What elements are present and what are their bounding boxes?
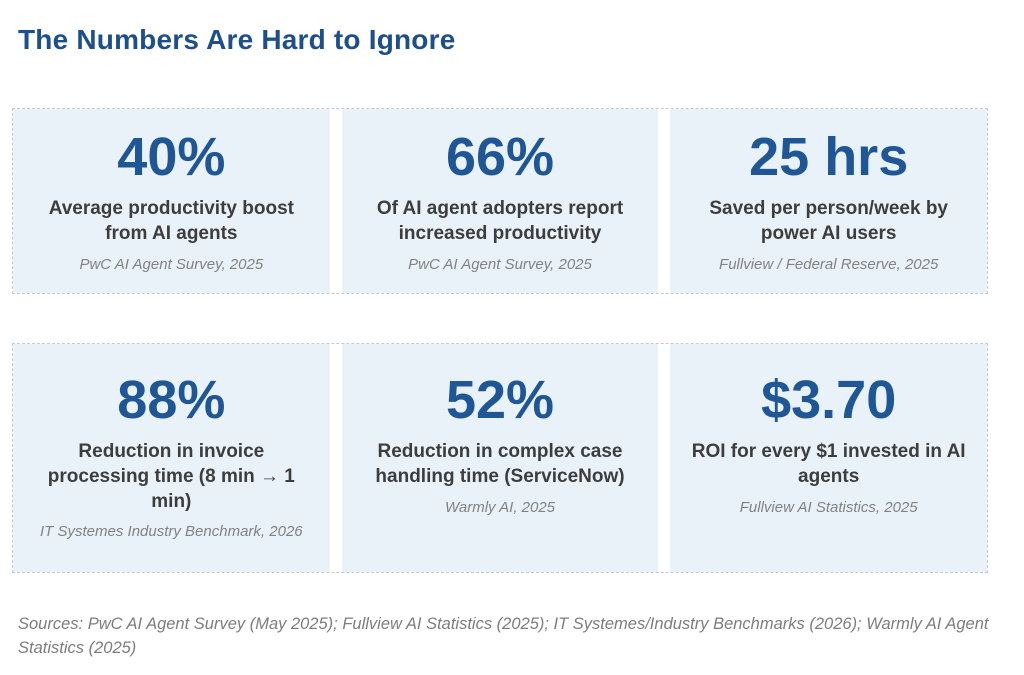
stat-label: Reduction in invoice processing time (8 … [47, 441, 295, 512]
stat-source: PwC AI Agent Survey, 2025 [79, 255, 264, 273]
stat-source: Fullview AI Statistics, 2025 [739, 498, 918, 516]
stat-card-invoice-processing: 88% Reduction in invoice processing time… [13, 344, 330, 572]
page-title: The Numbers Are Hard to Ignore [18, 24, 456, 55]
stat-value: 66% [445, 127, 555, 187]
stat-card-hours-saved: 25 hrs Saved per person/week by power AI… [670, 109, 988, 293]
stat-source: PwC AI Agent Survey, 2025 [408, 255, 592, 273]
stat-label: Of AI agent adopters report increased pr… [376, 198, 624, 244]
stat-source: Fullview / Federal Reserve, 2025 [719, 255, 939, 273]
stat-source: Warmly AI, 2025 [444, 498, 556, 516]
stat-value: 40% [117, 127, 226, 187]
stat-card-productivity-boost: 40% Average productivity boost from AI a… [13, 109, 330, 293]
stat-card-roi: $3.70 ROI for every $1 invested in AI ag… [670, 344, 988, 572]
stat-value: 25 hrs [749, 127, 909, 187]
stat-label: Saved per person/week by power AI users [709, 198, 949, 244]
stat-label: Average productivity boost from AI agent… [48, 198, 294, 244]
stat-source: IT Systemes Industry Benchmark, 2026 [40, 523, 303, 541]
stat-card-adopters-report: 66% Of AI agent adopters report increase… [341, 109, 659, 293]
stat-label: ROI for every $1 invested in AI agents [691, 441, 966, 487]
stat-value: $3.70 [761, 370, 897, 430]
stats-row-bottom: 88% Reduction in invoice processing time… [12, 343, 988, 573]
stat-value: 52% [445, 370, 555, 430]
stat-label: Reduction in complex case handling time … [375, 441, 625, 487]
stats-row-top: 40% Average productivity boost from AI a… [12, 108, 988, 294]
sources-footnote: Sources: PwC AI Agent Survey (May 2025);… [18, 615, 989, 657]
stat-card-case-handling: 52% Reduction in complex case handling t… [341, 344, 659, 572]
stat-value: 88% [117, 370, 226, 430]
